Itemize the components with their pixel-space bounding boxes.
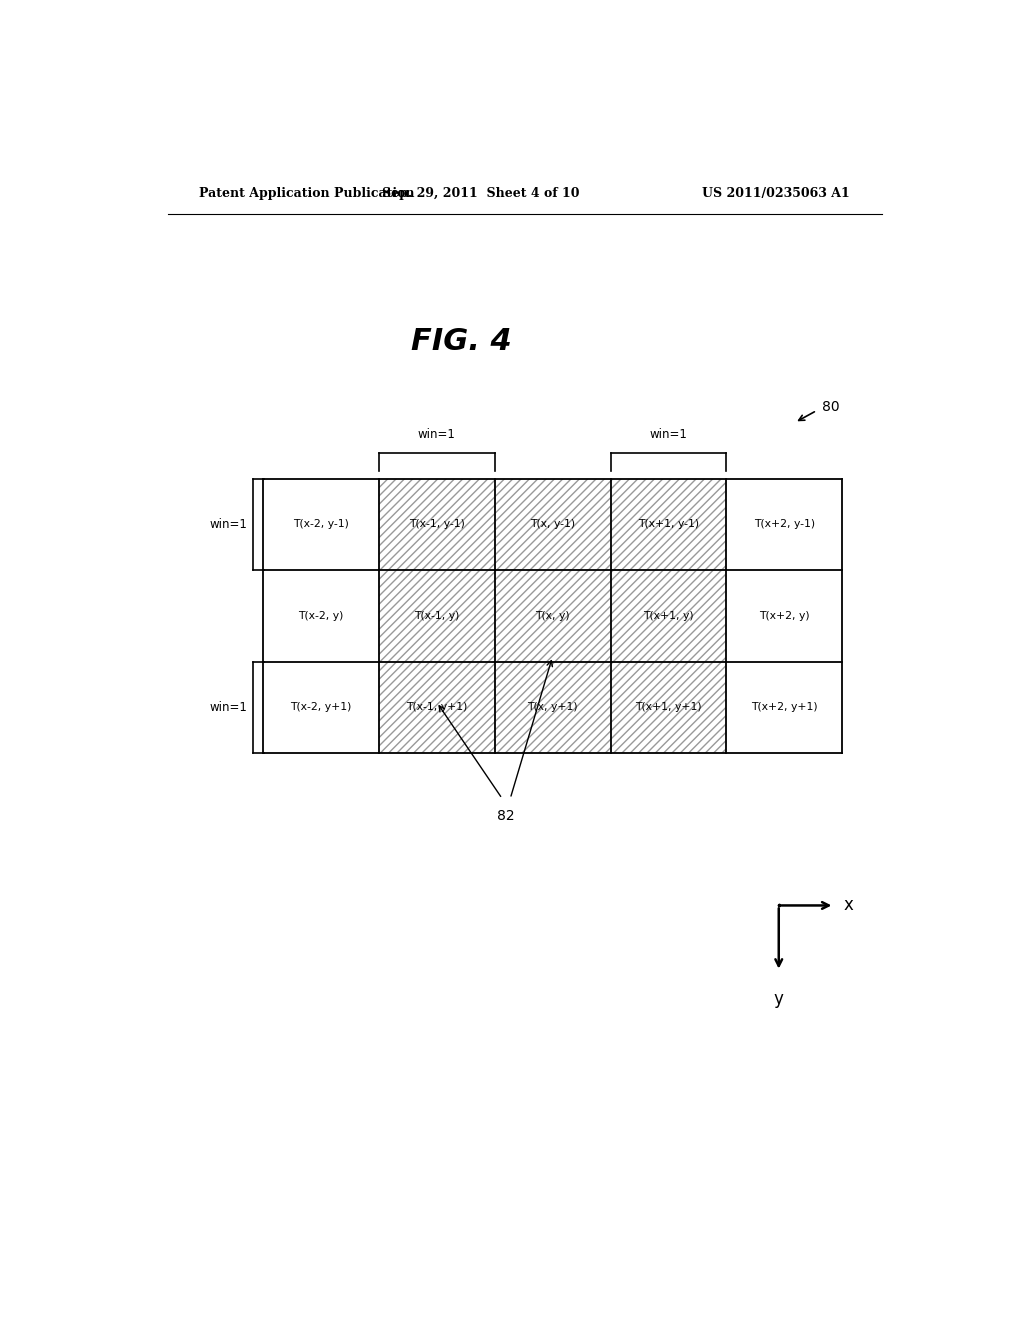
- Bar: [610, 479, 726, 570]
- Text: T(x, y): T(x, y): [536, 611, 570, 620]
- Text: Patent Application Publication: Patent Application Publication: [200, 187, 415, 201]
- Text: T(x, y+1): T(x, y+1): [527, 702, 578, 713]
- Bar: [379, 479, 495, 570]
- Bar: [610, 661, 726, 752]
- Text: T(x-2, y+1): T(x-2, y+1): [290, 702, 351, 713]
- Text: T(x-2, y): T(x-2, y): [298, 611, 343, 620]
- Text: win=1: win=1: [209, 701, 247, 714]
- Text: T(x, y-1): T(x, y-1): [530, 519, 575, 529]
- Text: y: y: [774, 990, 783, 1007]
- Bar: [379, 570, 495, 661]
- Text: US 2011/0235063 A1: US 2011/0235063 A1: [702, 187, 850, 201]
- Text: T(x+2, y+1): T(x+2, y+1): [751, 702, 817, 713]
- Text: T(x-1, y-1): T(x-1, y-1): [409, 519, 465, 529]
- Text: T(x+2, y-1): T(x+2, y-1): [754, 519, 815, 529]
- Text: T(x-2, y-1): T(x-2, y-1): [293, 519, 349, 529]
- Text: x: x: [844, 896, 854, 915]
- Text: T(x-1, y): T(x-1, y): [414, 611, 460, 620]
- Text: T(x+1, y+1): T(x+1, y+1): [635, 702, 701, 713]
- Bar: [379, 661, 495, 752]
- Text: T(x+1, y): T(x+1, y): [643, 611, 693, 620]
- Text: Sep. 29, 2011  Sheet 4 of 10: Sep. 29, 2011 Sheet 4 of 10: [382, 187, 580, 201]
- Bar: [495, 661, 610, 752]
- Text: win=1: win=1: [209, 517, 247, 531]
- Text: win=1: win=1: [649, 428, 687, 441]
- Bar: [610, 570, 726, 661]
- Bar: [495, 479, 610, 570]
- Text: 82: 82: [498, 809, 515, 822]
- Text: 80: 80: [822, 400, 840, 414]
- Text: FIG. 4: FIG. 4: [411, 327, 512, 356]
- Text: T(x+2, y): T(x+2, y): [759, 611, 810, 620]
- Text: T(x-1, y+1): T(x-1, y+1): [407, 702, 467, 713]
- Bar: [495, 570, 610, 661]
- Text: win=1: win=1: [418, 428, 456, 441]
- Text: T(x+1, y-1): T(x+1, y-1): [638, 519, 699, 529]
